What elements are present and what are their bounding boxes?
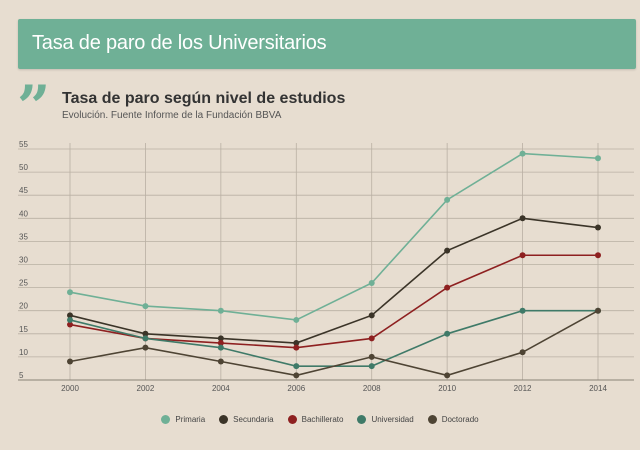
data-point	[293, 316, 300, 323]
data-point	[67, 358, 73, 365]
page-title: Tasa de paro de los Universitarios	[32, 32, 327, 54]
data-point	[368, 335, 375, 342]
chart-title: Tasa de paro según nivel de estudios	[62, 90, 346, 107]
data-point	[519, 150, 526, 157]
data-point	[519, 307, 526, 314]
data-point	[444, 372, 451, 379]
y-tick-label: 20	[19, 302, 28, 311]
data-point	[67, 321, 73, 328]
data-point	[519, 252, 526, 259]
y-tick-label: 45	[19, 186, 28, 195]
legend-label: Universidad	[371, 415, 414, 424]
data-point	[444, 247, 451, 254]
legend-label: Doctorado	[441, 415, 479, 424]
y-tick-label: 25	[19, 279, 28, 288]
x-tick-label: 2010	[438, 384, 456, 393]
legend-marker	[219, 415, 229, 424]
data-point	[368, 353, 375, 360]
data-point	[368, 312, 375, 319]
data-point	[444, 196, 451, 203]
data-point	[142, 344, 149, 351]
y-tick-label: 50	[19, 163, 28, 172]
legend-item: Doctorado	[427, 415, 479, 424]
y-tick-label: 10	[19, 348, 28, 357]
x-tick-label: 2014	[589, 384, 607, 393]
series-line-universidad	[69, 309, 598, 367]
legend-item: Universidad	[357, 415, 414, 424]
quote-icon: ”	[17, 73, 51, 141]
data-point	[519, 215, 526, 222]
legend-label: Primaria	[175, 415, 206, 424]
data-point	[142, 335, 149, 342]
y-tick-label: 5	[19, 371, 24, 380]
series-line-doctorado	[69, 309, 599, 377]
data-point	[595, 252, 601, 259]
chart-subtitle: Evolución. Fuente Informe de la Fundació…	[62, 110, 282, 121]
data-point	[519, 349, 526, 356]
x-tick-label: 2000	[61, 384, 79, 393]
data-point	[293, 344, 300, 351]
data-point	[595, 307, 601, 314]
legend-marker	[287, 415, 297, 424]
data-point	[293, 363, 300, 370]
y-tick-label: 30	[19, 256, 28, 265]
legend-marker	[161, 415, 171, 424]
x-tick-label: 2004	[212, 384, 230, 393]
data-point	[67, 312, 73, 319]
y-tick-label: 35	[19, 232, 28, 241]
x-tick-label: 2008	[363, 384, 381, 393]
series-line-primaria	[69, 152, 599, 321]
legend-marker	[357, 415, 367, 424]
chart-legend: Primaria Secundaria Bachillerato Universida…	[0, 415, 640, 424]
header-banner: Tasa de paro de los Universitarios	[18, 19, 636, 69]
x-tick-label: 2006	[287, 384, 305, 393]
data-point	[142, 303, 149, 310]
data-point	[67, 289, 73, 296]
x-tick-label: 2012	[514, 384, 532, 393]
legend-item: Primaria	[161, 415, 205, 424]
x-tick-label: 2002	[137, 384, 155, 393]
data-point	[368, 363, 375, 370]
data-point	[217, 358, 224, 365]
y-tick-label: 15	[19, 325, 28, 334]
data-point	[595, 224, 601, 231]
data-point	[217, 340, 224, 347]
y-tick-label: 55	[19, 140, 28, 149]
data-point	[444, 284, 451, 291]
data-point	[217, 344, 224, 351]
y-tick-label: 40	[19, 209, 28, 218]
legend-marker	[427, 415, 437, 424]
data-point	[293, 372, 300, 379]
data-point	[217, 307, 224, 314]
data-point	[595, 155, 601, 162]
data-point	[444, 330, 451, 337]
data-point	[368, 279, 375, 286]
series-line-secundaria	[69, 217, 599, 344]
data-point	[217, 335, 224, 342]
legend-item: Bachillerato	[287, 415, 344, 424]
legend-label: Secundaria	[233, 415, 274, 424]
data-point	[293, 340, 300, 347]
data-point	[142, 330, 149, 337]
data-point	[67, 316, 73, 323]
legend-item: Secundaria	[219, 415, 274, 424]
legend-label: Bachillerato	[301, 415, 344, 424]
